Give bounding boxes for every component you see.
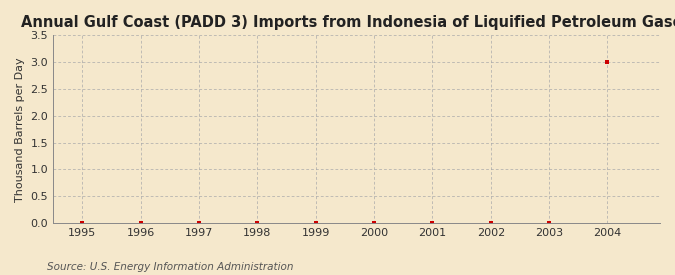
Y-axis label: Thousand Barrels per Day: Thousand Barrels per Day (15, 57, 25, 202)
Text: Source: U.S. Energy Information Administration: Source: U.S. Energy Information Administ… (47, 262, 294, 271)
Title: Annual Gulf Coast (PADD 3) Imports from Indonesia of Liquified Petroleum Gases: Annual Gulf Coast (PADD 3) Imports from … (22, 15, 675, 30)
